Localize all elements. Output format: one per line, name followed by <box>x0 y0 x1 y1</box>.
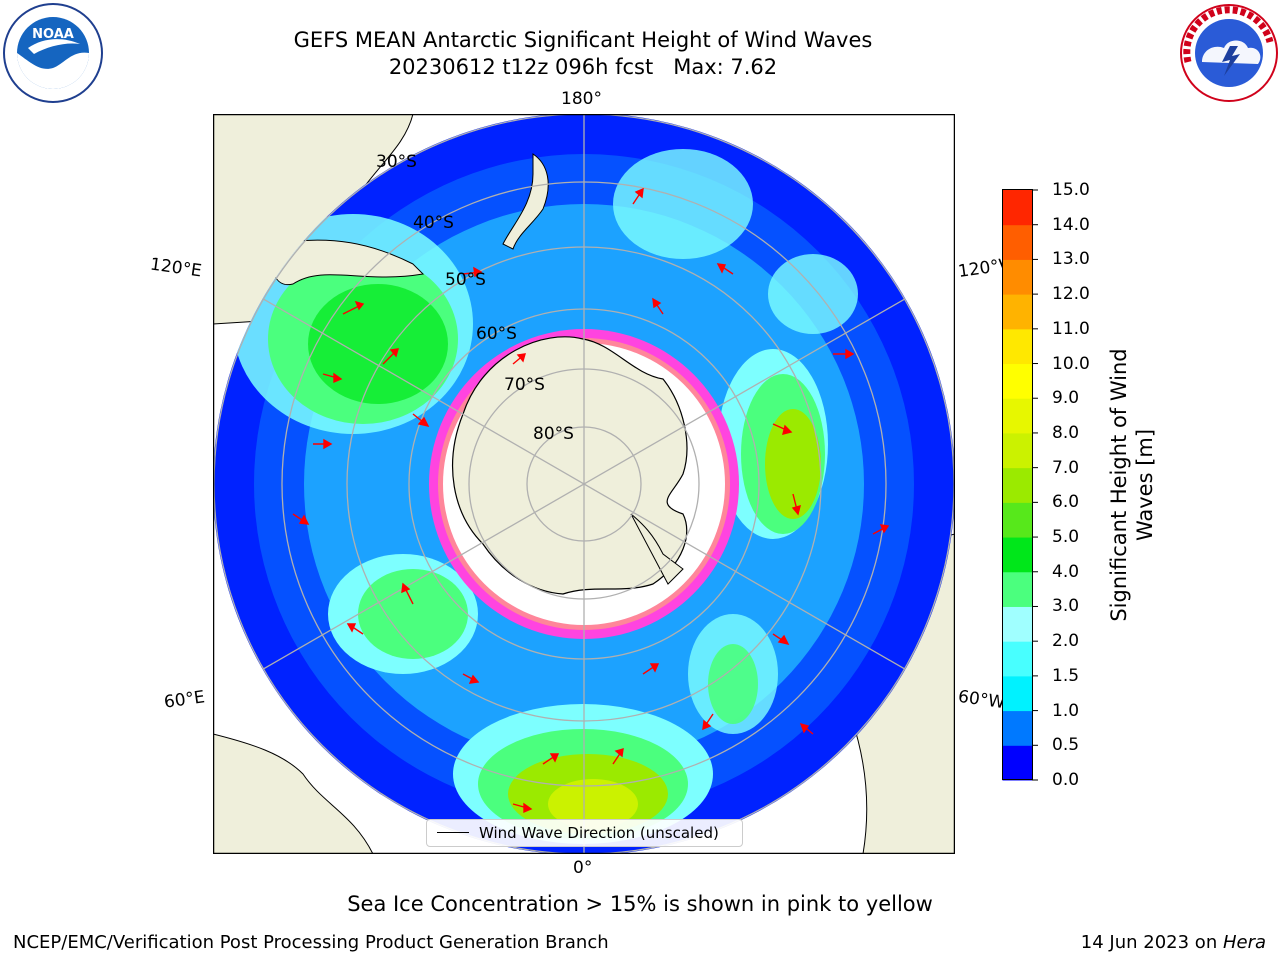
footer-machine: Hera <box>1222 932 1266 953</box>
lon-label-180: 180° <box>561 89 602 109</box>
colorbar-segment <box>1002 675 1033 712</box>
map-frame <box>213 114 955 854</box>
colorbar-tick-label: 0.5 <box>1052 735 1080 756</box>
lat-label-40s: 40°S <box>413 213 454 233</box>
lat-label-50s: 50°S <box>445 270 486 290</box>
colorbar-tick-label: 3.0 <box>1052 596 1080 617</box>
antarctic-map <box>213 114 955 854</box>
national-weather-service-logo <box>1180 4 1278 102</box>
colorbar-tick-label: 7.0 <box>1052 457 1080 478</box>
colorbar-tick-label: 8.0 <box>1052 422 1080 443</box>
colorbar-tick-label: 10.0 <box>1052 353 1090 374</box>
colorbar-segment <box>1002 571 1033 607</box>
lat-label-60s: 60°S <box>476 324 517 344</box>
legend-label: Wind Wave Direction (unscaled) <box>479 824 719 842</box>
colorbar-segment <box>1002 398 1033 434</box>
new-zealand-land <box>502 153 549 250</box>
lat-label-80s: 80°S <box>533 424 574 444</box>
colorbar-segment <box>1002 641 1033 677</box>
colorbar-tick-label: 6.0 <box>1052 492 1080 513</box>
colorbar-tick-label: 1.0 <box>1052 700 1080 721</box>
footer-date: 14 Jun 2023 on Hera <box>1081 932 1266 954</box>
colorbar-tick-label: 2.0 <box>1052 631 1080 652</box>
colorbar-tick-label: 4.0 <box>1052 561 1080 582</box>
colorbar-tick-label: 0.0 <box>1052 770 1080 790</box>
colorbar-label-line1: Significant Height of Wind <box>1107 348 1131 622</box>
colorbar-segment <box>1002 259 1033 295</box>
sea-ice-caption: Sea Ice Concentration > 15% is shown in … <box>347 892 933 916</box>
colorbar <box>1002 189 1038 781</box>
noaa-logo: NOAA <box>3 3 103 103</box>
colorbar-segment <box>1002 328 1033 365</box>
map-legend: Wind Wave Direction (unscaled) <box>426 819 743 847</box>
footer-branch: NCEP/EMC/Verification Post Processing Pr… <box>13 932 609 953</box>
colorbar-segment <box>1002 710 1033 746</box>
colorbar-segment <box>1002 224 1033 260</box>
colorbar-segment <box>1002 606 1033 642</box>
noaa-logo-text: NOAA <box>32 27 74 42</box>
lon-label-120e: 120°E <box>148 254 203 282</box>
chart-title: GEFS MEAN Antarctic Significant Height o… <box>293 28 873 52</box>
colorbar-segment <box>1002 294 1033 330</box>
colorbar-segment <box>1002 190 1033 226</box>
colorbar-tick-label: 5.0 <box>1052 527 1080 548</box>
colorbar-segment <box>1002 363 1033 399</box>
lon-label-60e: 60°E <box>162 687 207 713</box>
lat-label-70s: 70°S <box>504 375 545 395</box>
lon-label-0: 0° <box>573 858 593 878</box>
footer-date-text: 14 Jun 2023 on <box>1080 932 1223 953</box>
colorbar-label: Significant Height of Wind Waves [m] <box>1106 348 1158 621</box>
wind-wave-arrows <box>292 187 890 814</box>
colorbar-segment <box>1002 432 1033 469</box>
colorbar-tick-label: 15.0 <box>1052 180 1090 200</box>
antarctica-land <box>452 336 688 595</box>
lon-label-60w: 60°W <box>956 686 1007 714</box>
colorbar-tick-label: 13.0 <box>1052 249 1090 270</box>
colorbar-tick-label: 11.0 <box>1052 318 1090 339</box>
colorbar-tick-label: 9.0 <box>1052 388 1080 409</box>
colorbar-tick-label: 1.5 <box>1052 665 1080 686</box>
colorbar-segment <box>1002 502 1033 538</box>
lat-label-30s: 30°S <box>376 152 417 172</box>
colorbar-segment <box>1002 537 1033 573</box>
colorbar-tick-label: 14.0 <box>1052 214 1090 235</box>
longitude-gridlines <box>213 114 955 854</box>
colorbar-label-line2: Waves [m] <box>1133 428 1157 542</box>
chart-subtitle: 20230612 t12z 096h fcst Max: 7.62 <box>388 55 778 79</box>
colorbar-segment <box>1002 467 1033 503</box>
colorbar-tick-label: 12.0 <box>1052 284 1090 305</box>
colorbar-segment <box>1002 745 1033 781</box>
legend-line-swatch <box>437 832 469 833</box>
